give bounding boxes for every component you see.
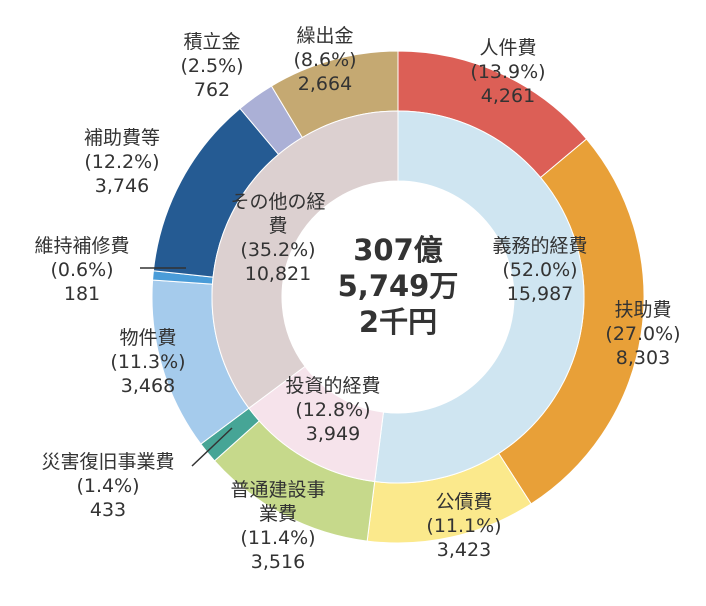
label-sonota: その他の経費 (35.2%) 10,821: [230, 190, 326, 286]
label-tsumitatekin: 積立金 (2.5%) 762: [180, 30, 243, 102]
label-name: 繰出金: [296, 25, 354, 47]
label-jinkenhi: 人件費 (13.9%) 4,261: [470, 36, 545, 108]
label-gimuteki: 義務的経費 (52.0%) 15,987: [492, 234, 587, 306]
label-name: 維持補修費: [34, 235, 130, 257]
label-pct: (13.9%): [470, 61, 546, 83]
label-value: 2,664: [297, 73, 353, 95]
label-value: 3,423: [436, 539, 492, 561]
label-name: その他の経費: [230, 191, 326, 237]
label-name: 災害復旧事業費: [41, 451, 175, 473]
label-value: 10,821: [244, 263, 312, 285]
label-name: 積立金: [183, 31, 241, 53]
inner-slice-0: [374, 110, 585, 484]
label-pct: (35.2%): [240, 239, 316, 261]
total-line-3: 2千円: [358, 305, 438, 339]
label-pct: (12.2%): [84, 151, 160, 173]
label-pct: (1.4%): [76, 475, 140, 497]
label-name: 扶助費: [614, 299, 672, 321]
total-label: 307億 5,749万 2千円: [338, 232, 459, 340]
label-pct: (27.0%): [605, 323, 681, 345]
label-bukkenhi: 物件費 (11.3%) 3,468: [110, 326, 185, 398]
label-pct: (52.0%): [502, 259, 578, 281]
label-value: 3,746: [94, 175, 150, 197]
label-value: 3,516: [250, 551, 306, 573]
label-value: 8,303: [615, 347, 671, 369]
label-name: 投資的経費: [285, 375, 381, 397]
label-futsukensetsu: 普通建設事業費 (11.4%) 3,516: [228, 478, 328, 574]
label-pct: (12.8%): [295, 399, 371, 421]
label-pct: (11.1%): [426, 515, 502, 537]
inner-slice-2: [211, 110, 399, 409]
label-kuridashikin: 繰出金 (8.6%) 2,664: [293, 24, 356, 96]
label-value: 3,949: [305, 423, 361, 445]
leader-line-1: [191, 427, 233, 467]
label-hojohi: 補助費等 (12.2%) 3,746: [84, 126, 160, 198]
label-saigai: 災害復旧事業費 (1.4%) 433: [41, 450, 174, 522]
label-pct: (8.6%): [293, 49, 357, 71]
label-pct: (0.6%): [50, 259, 114, 281]
label-name: 義務的経費: [492, 235, 588, 257]
label-name: 普通建設事業費: [230, 479, 326, 525]
label-pct: (11.4%): [240, 527, 316, 549]
label-value: 433: [89, 499, 127, 521]
label-name: 公債費: [435, 491, 493, 513]
label-pct: (11.3%): [110, 351, 186, 373]
label-fujohi: 扶助費 (27.0%) 8,303: [605, 298, 680, 370]
label-name: 物件費: [119, 327, 177, 349]
total-line-2: 5,749万: [337, 269, 459, 303]
label-ijihoshu: 維持補修費 (0.6%) 181: [34, 234, 129, 306]
label-value: 181: [63, 283, 101, 305]
label-pct: (2.5%): [180, 55, 244, 77]
label-toshiteki: 投資的経費 (12.8%) 3,949: [285, 374, 380, 446]
label-value: 3,468: [120, 375, 176, 397]
label-name: 補助費等: [83, 127, 161, 149]
label-value: 762: [193, 79, 231, 101]
label-value: 4,261: [480, 85, 536, 107]
label-kosaihi: 公債費 (11.1%) 3,423: [426, 490, 501, 562]
label-value: 15,987: [506, 283, 574, 305]
total-line-1: 307億: [353, 233, 443, 267]
label-name: 人件費: [479, 37, 537, 59]
